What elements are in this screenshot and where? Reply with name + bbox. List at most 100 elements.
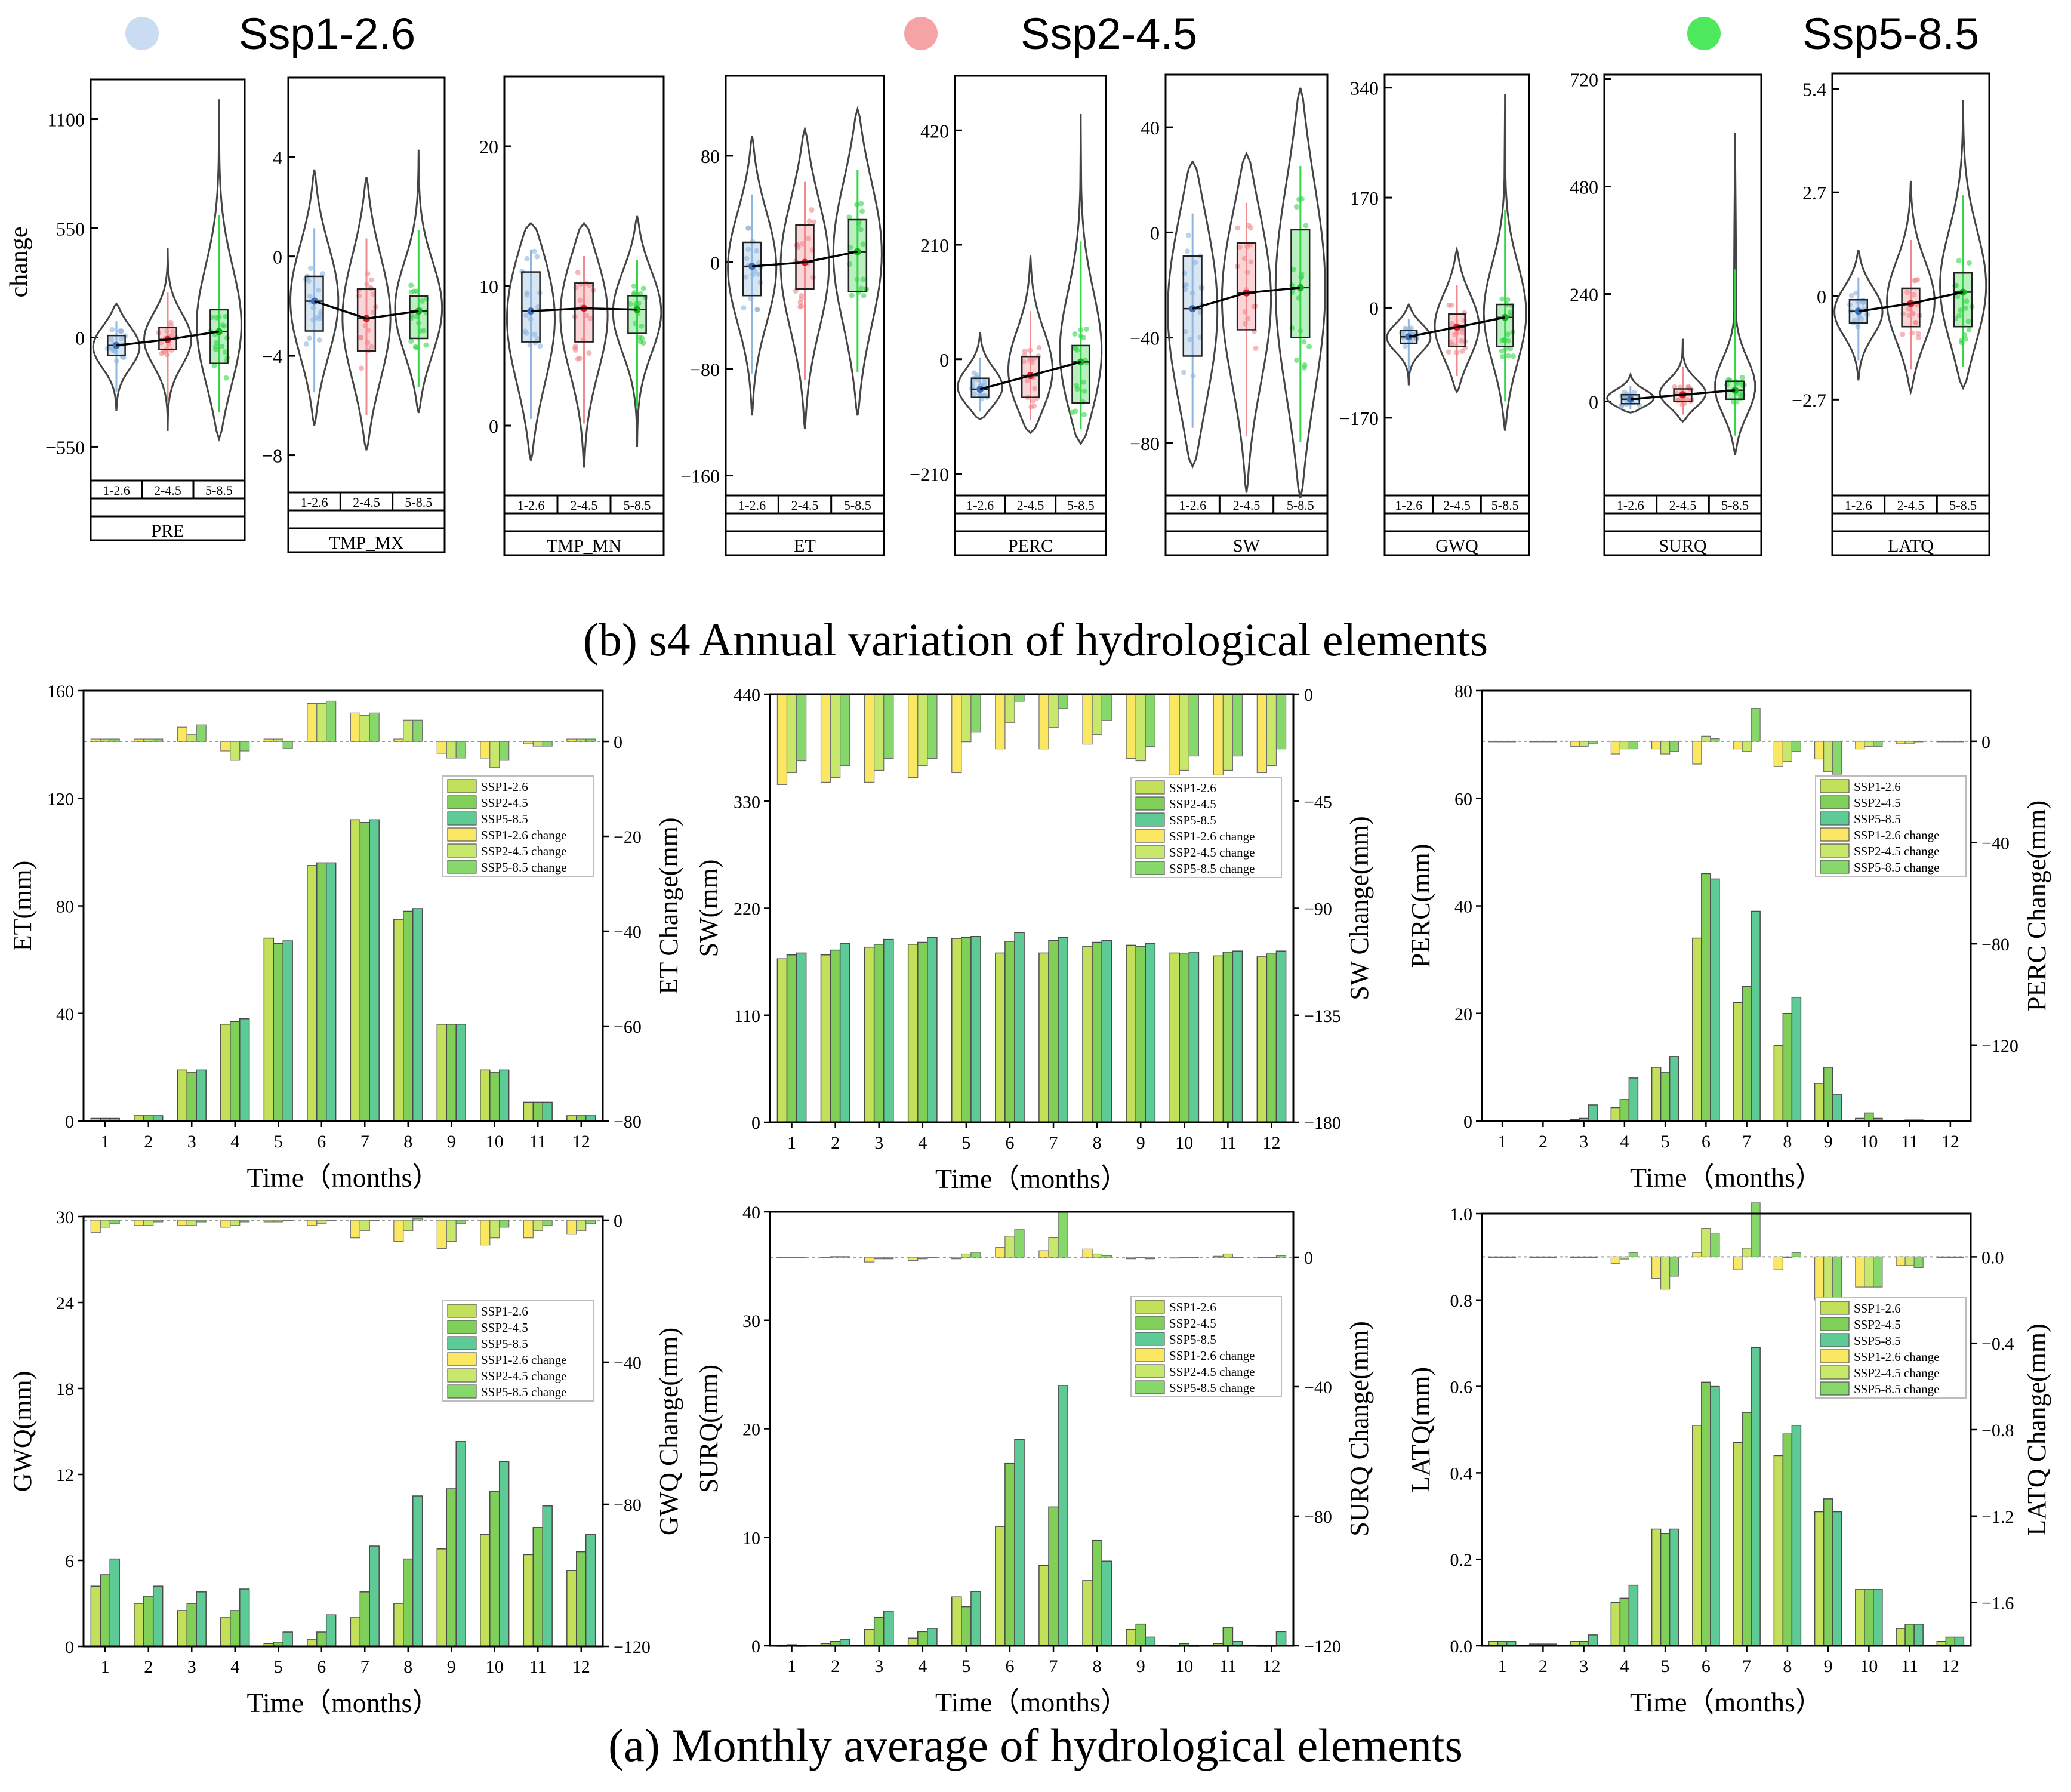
value-bar-1-m3 [864, 946, 875, 1123]
change-bar-3-m8 [1791, 1252, 1801, 1257]
monthly-ylabel: SW(mm) [694, 860, 723, 957]
value-bar-3-m10 [1873, 1589, 1883, 1646]
value-bar-3-m4 [927, 1628, 938, 1646]
violin-point [535, 336, 541, 342]
violin-cat-label: 5-8.5 [1067, 498, 1095, 513]
monthly-y2label: SW Change(mm) [1345, 816, 1374, 1000]
monthly-legend-label: SSP2-4.5 [481, 1320, 528, 1335]
monthly-xtick-label: 4 [230, 1132, 239, 1151]
monthly-xtick-label: 4 [1620, 1656, 1629, 1676]
value-bar-1-m8 [1773, 1045, 1784, 1122]
violin-box-5-8.5 [1496, 303, 1514, 347]
violin-point [1294, 357, 1300, 363]
value-bar-1-m2 [134, 1603, 144, 1647]
value-bar-2-m11 [532, 1101, 543, 1122]
change-bar-2-m5 [273, 1220, 283, 1223]
change-bar-2-m9 [1823, 741, 1833, 772]
violin-shape-1-2.6 [727, 136, 778, 416]
change-bar-2-m12 [576, 738, 587, 742]
monthly-legend-label: SSP2-4.5 change [481, 844, 567, 858]
monthly-y2label: GWQ Change(mm) [654, 1328, 683, 1535]
violin-point [320, 270, 326, 276]
change-bar-2-m6 [316, 703, 327, 742]
change-bar-1-m1 [776, 694, 788, 785]
value-bar-1-m5 [951, 1596, 962, 1646]
violin-box-5-8.5 [1953, 272, 1973, 328]
change-bar-1-m10 [1169, 1257, 1180, 1259]
change-bar-1-m10 [1855, 741, 1865, 750]
monthly-legend-swatch [1135, 861, 1165, 875]
violin-panel-name: GWQ [1435, 536, 1478, 556]
monthly-ytick-label: 40 [1454, 897, 1472, 917]
violin-panel-name: TMP_MX [329, 533, 403, 553]
monthly-y2label: ET Change(mm) [654, 817, 683, 994]
violin-cat-label: 2-4.5 [1233, 498, 1261, 513]
change-bar-1-m2 [820, 694, 831, 783]
monthly-legend-swatch [447, 811, 477, 826]
change-bar-2-m7 [359, 715, 370, 742]
violin-ytick-label: −40 [1130, 328, 1160, 349]
monthly-legend-swatch [1820, 860, 1850, 874]
violin-ytick-label: 20 [479, 136, 498, 158]
value-bar-3-m5 [970, 1591, 981, 1646]
change-bar-2-m3 [874, 1257, 885, 1260]
value-bar-3-m5 [1669, 1528, 1679, 1646]
violin-panel-latq: −2.7 0 2.7 5.4 1-2.6 2-4.5 5-8.5 LATQ [1792, 72, 1990, 556]
monthly-legend-label: SSP1-2.6 change [1169, 829, 1255, 843]
monthly-xtick-label: 10 [486, 1657, 504, 1677]
violin-point [303, 341, 309, 347]
monthly-legend-swatch [1135, 796, 1165, 811]
value-bar-1-m5 [1651, 1067, 1662, 1122]
value-bar-2-m7 [1048, 940, 1059, 1123]
value-bar-1-m4 [907, 1637, 919, 1646]
violin-point [408, 338, 414, 344]
monthly-xtick-label: 3 [187, 1132, 196, 1151]
monthly-legend-swatch [1135, 829, 1165, 843]
monthly-xtick-label: 9 [1824, 1132, 1833, 1151]
change-bar-3-m9 [1145, 694, 1155, 747]
value-bar-2-m4 [917, 941, 928, 1123]
monthly-legend-swatch [1135, 780, 1165, 795]
violin-point [1234, 225, 1240, 231]
value-bar-1-m8 [393, 919, 404, 1122]
monthly-xtick-label: 4 [1620, 1132, 1629, 1151]
monthly-ylabel: LATQ(mm) [1406, 1367, 1435, 1492]
change-bar-2-m2 [1538, 741, 1548, 743]
monthly-y2tick-label: −135 [1304, 1006, 1341, 1026]
monthly-ytick-label: 0.8 [1450, 1291, 1473, 1311]
monthly-xtick-label: 2 [831, 1133, 840, 1153]
change-bar-1-m8 [393, 738, 404, 742]
value-bar-2-m9 [1135, 946, 1146, 1123]
violin-point [858, 201, 864, 207]
violin-ytick-label: 0 [273, 247, 282, 268]
violin-point [307, 265, 313, 271]
monthly-y2tick-label: −20 [614, 827, 642, 847]
violin-point [1073, 346, 1079, 352]
monthly-legend-swatch [447, 1304, 477, 1318]
value-bar-1-m5 [951, 938, 962, 1123]
violin-point [1186, 232, 1192, 238]
monthly-xtick-label: 9 [447, 1132, 456, 1151]
value-bar-2-m7 [1048, 1506, 1059, 1646]
monthly-xtick-label: 5 [1661, 1656, 1670, 1676]
monthly-xtick-label: 9 [447, 1657, 456, 1677]
monthly-xtick-label: 5 [1661, 1132, 1670, 1151]
change-bar-3-m9 [455, 1220, 466, 1224]
change-bar-3-m1 [109, 1220, 120, 1224]
value-bar-3-m3 [196, 1591, 207, 1647]
violin-frame [503, 75, 665, 556]
change-bar-3-m11 [1232, 1257, 1243, 1258]
change-bar-2-m11 [1904, 1256, 1915, 1266]
monthly-y2tick-label: −80 [614, 1495, 642, 1515]
violin-ytick-label: 0 [710, 252, 720, 273]
ssp-legend-dot-1 [125, 17, 159, 50]
monthly-xtick-label: 11 [1219, 1656, 1237, 1676]
value-bar-3-m10 [1188, 952, 1200, 1123]
change-bar-2-m7 [359, 1220, 370, 1231]
value-bar-3-m11 [542, 1505, 553, 1647]
monthly-xtick-label: 5 [961, 1656, 970, 1676]
violin-ytick-label: 210 [920, 235, 949, 256]
value-bar-3-m3 [883, 938, 894, 1123]
